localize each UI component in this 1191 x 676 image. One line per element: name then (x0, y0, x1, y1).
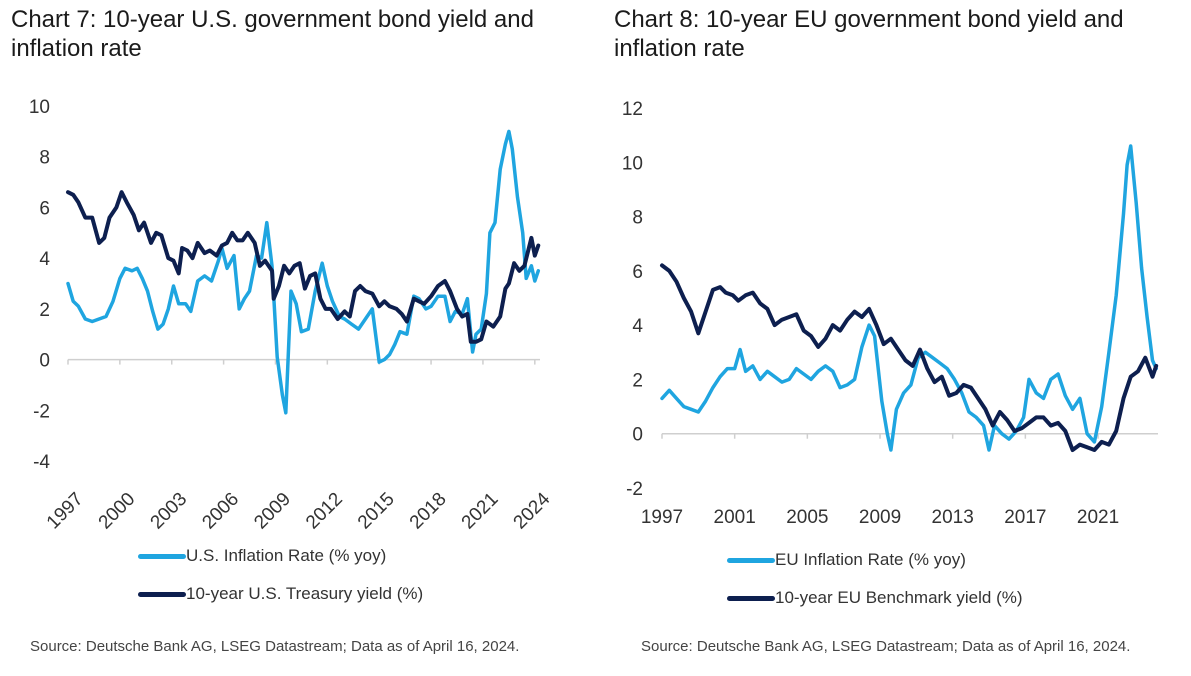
chart-7-x-tick-label: 2024 (510, 488, 555, 533)
chart-8-y-tick-label: 8 (632, 208, 643, 229)
chart-8-inflation-line (660, 144, 1158, 452)
chart-7-y-tick-label: 8 (39, 148, 50, 169)
chart-7-y-tick-label: -4 (33, 452, 50, 473)
chart-7-legend-inflation-label: U.S. Inflation Rate (% yoy) (186, 546, 387, 565)
chart-7-title: Chart 7: 10-year U.S. government bond yi… (11, 6, 534, 62)
chart-8-legend-inflation: EU Inflation Rate (% yoy) (727, 550, 966, 570)
chart-7-y-tick-label: 10 (29, 97, 50, 118)
chart-7-y-tick-label: 2 (39, 300, 50, 321)
chart-8-x-tick-label: 2009 (859, 507, 901, 528)
chart-7-legend-inflation-swatch (138, 553, 186, 559)
chart-8-source: Source: Deutsche Bank AG, LSEG Datastrea… (641, 638, 1131, 655)
chart-7-x-tick-label: 2009 (250, 489, 295, 534)
chart-8-title: Chart 8: 10-year EU government bond yiel… (614, 6, 1124, 62)
chart-8-y-tick-label: 2 (632, 370, 643, 391)
chart-8-legend-inflation-label: EU Inflation Rate (% yoy) (775, 550, 966, 569)
chart-8-legend-inflation-swatch (727, 557, 775, 563)
chart-7-legend-yield-swatch (138, 591, 186, 597)
chart-8-legend-yield-swatch (727, 595, 775, 601)
chart-7-inflation-line (66, 129, 541, 415)
chart-8-x-tick-label: 2001 (714, 507, 756, 528)
chart-7-legend-yield-label: 10-year U.S. Treasury yield (%) (186, 584, 424, 603)
chart-7-panel: Chart 7: 10-year U.S. government bond yi… (0, 0, 590, 676)
chart-7-yield-line (66, 190, 541, 344)
chart-8-plot: 12 10 8 6 4 2 0 -2 1997 2001 2005 2009 2013 2017 2021 (622, 99, 1159, 528)
chart-7-y-tick-label: 6 (39, 198, 50, 219)
chart-8-y-tick-label: 6 (632, 262, 643, 283)
chart-8-y-tick-label: -2 (626, 479, 643, 500)
chart-8-x-tick-label: 2021 (1077, 507, 1119, 528)
chart-7-y-tick-label: 4 (39, 249, 50, 270)
chart-7-x-tick-label: 1997 (43, 489, 88, 534)
chart-7-x-tick-label: 2012 (302, 489, 347, 534)
chart-7-x-tick-label: 2015 (354, 489, 399, 534)
chart-7-source: Source: Deutsche Bank AG, LSEG Datastrea… (30, 638, 520, 655)
chart-7-x-tick-label: 2021 (458, 489, 503, 534)
chart-7-y-tick-label: -2 (33, 401, 50, 422)
chart-7-y-tick-label: 0 (39, 351, 50, 372)
chart-8-y-tick-label: 4 (632, 316, 643, 337)
chart-8-y-tick-label: 12 (622, 99, 643, 120)
chart-8-yield-line (660, 263, 1159, 452)
chart-8-y-tick-label: 10 (622, 153, 643, 174)
chart-7-legend-inflation: U.S. Inflation Rate (% yoy) (138, 546, 386, 566)
chart-7-x-tick-label: 2018 (406, 489, 451, 534)
chart-8-panel: Chart 8: 10-year EU government bond yiel… (603, 0, 1191, 676)
chart-8-x-tick-label: 2013 (932, 507, 974, 528)
chart-8-legend-yield: 10-year EU Benchmark yield (%) (727, 588, 1023, 608)
chart-8-x-tick-label: 1997 (641, 507, 683, 528)
chart-7-legend-yield: 10-year U.S. Treasury yield (%) (138, 584, 423, 604)
chart-8-x-tick-label: 2017 (1004, 507, 1046, 528)
chart-8-x-tick-label: 2005 (786, 507, 828, 528)
chart-7-x-tick-label: 2000 (95, 489, 140, 534)
chart-7-x-tick-label: 2006 (198, 489, 243, 534)
chart-8-legend-yield-label: 10-year EU Benchmark yield (%) (775, 588, 1023, 607)
chart-7-x-tick-label: 2003 (147, 489, 192, 534)
chart-8-y-tick-label: 0 (632, 425, 643, 446)
